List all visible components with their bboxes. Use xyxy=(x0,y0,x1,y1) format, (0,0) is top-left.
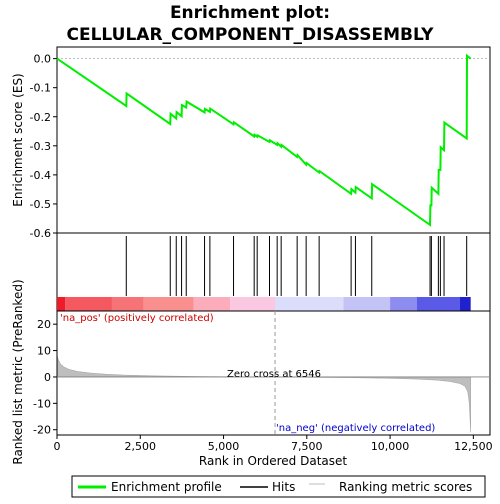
legend: Enrichment profile Hits Ranking metric s… xyxy=(71,475,486,498)
color-bar-segment xyxy=(390,297,417,311)
color-bar-segment xyxy=(343,297,391,311)
hits-panel xyxy=(56,232,491,312)
metric-xlabel: Rank in Ordered Dataset xyxy=(199,454,347,468)
ranking-color-bar xyxy=(57,297,471,311)
metric-xtick-label: 12,500 xyxy=(454,440,493,453)
zero-cross-label: Zero cross at 6546 xyxy=(227,369,321,380)
color-bar-segment xyxy=(143,297,194,311)
metric-xtick-label: 2,500 xyxy=(125,440,157,453)
color-bar-segment xyxy=(111,297,144,311)
metric-yticks: 20 10 0 -10 -20 xyxy=(33,318,57,437)
metric-xtick-label: 5,000 xyxy=(208,440,240,453)
metric-ytick-label: 10 xyxy=(37,345,51,358)
es-ytick-label: -0.6 xyxy=(30,227,51,240)
color-bar-segment xyxy=(65,297,112,311)
legend-label-enrichment-profile: Enrichment profile xyxy=(111,480,222,494)
es-ytick-label: -0.5 xyxy=(30,198,51,211)
color-bar-segment xyxy=(230,297,276,311)
es-yticks: 0.0 -0.1 -0.2 -0.3 -0.4 -0.5 -0.6 xyxy=(30,53,490,240)
metric-ytick-label: 0 xyxy=(44,371,51,384)
es-panel: 0.0 -0.1 -0.2 -0.3 -0.4 -0.5 -0.6 Enrichment s… xyxy=(11,46,491,240)
color-bar-segment xyxy=(416,297,461,311)
es-ylabel: Enrichment score (ES) xyxy=(11,73,25,206)
color-bar-segment xyxy=(460,297,471,311)
es-ytick-label: 0.0 xyxy=(34,53,52,66)
color-bar-segment xyxy=(275,297,344,311)
hit-lines xyxy=(125,236,468,296)
metric-ytick-label: -20 xyxy=(33,424,51,437)
metric-ylabel: Ranked list metric (PreRanked) xyxy=(11,279,25,464)
metric-xtick-label: 0 xyxy=(54,440,61,453)
es-ytick-label: -0.2 xyxy=(30,111,51,124)
es-ytick-label: -0.4 xyxy=(30,169,51,182)
color-bar-segment xyxy=(193,297,231,311)
chart-title-line-2: CELLULAR_COMPONENT_DISASSEMBLY xyxy=(67,25,435,45)
chart-title-line-1: Enrichment plot: xyxy=(170,3,330,23)
metric-xtick-label: 7,500 xyxy=(291,440,323,453)
enrichment-profile-line xyxy=(56,53,472,227)
metric-ytick-label: 20 xyxy=(37,318,51,331)
positive-correlation-label: 'na_pos' (positively correlated) xyxy=(60,313,214,324)
legend-frame xyxy=(71,475,486,498)
metric-xtick-label: 10,000 xyxy=(371,440,410,453)
negative-correlation-label: 'na_neg' (negatively correlated) xyxy=(276,423,435,434)
metric-panel: 20 10 0 -10 -20 0 2,500 5,000 7,500 10,000 12,500… xyxy=(11,279,493,468)
es-ytick-label: -0.3 xyxy=(30,140,51,153)
legend-label-hits: Hits xyxy=(272,480,295,494)
legend-label-ranking-metric: Ranking metric scores xyxy=(339,480,472,494)
metric-xticks: 0 2,500 5,000 7,500 10,000 12,500 xyxy=(54,435,493,453)
metric-ytick-label: -10 xyxy=(33,397,51,410)
metric-panel-frame xyxy=(56,310,491,436)
color-bar-segment xyxy=(57,297,66,311)
es-ytick-label: -0.1 xyxy=(30,82,51,95)
